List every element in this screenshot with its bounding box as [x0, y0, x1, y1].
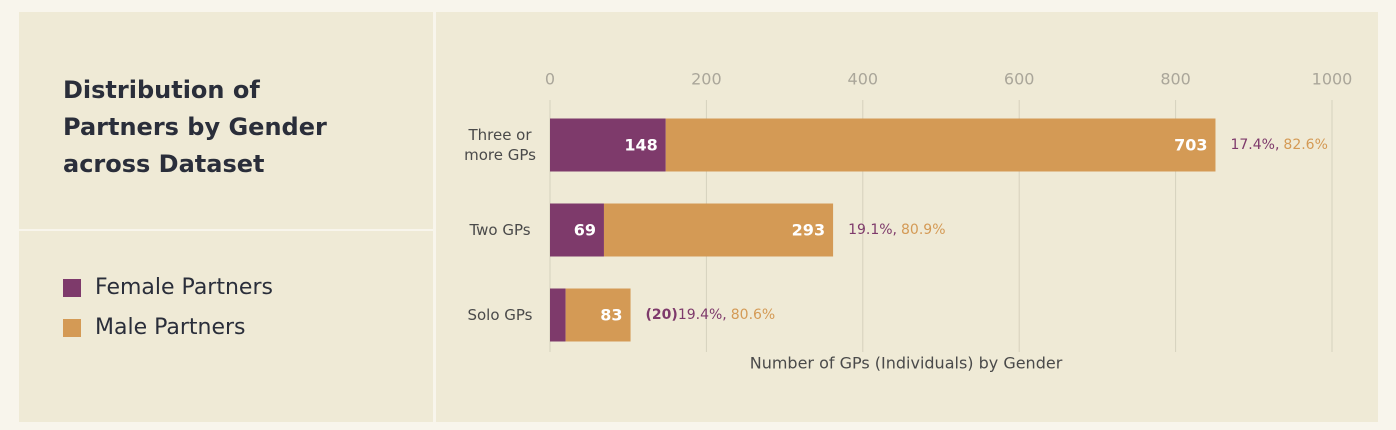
x-tick-label: 200 [691, 70, 722, 89]
x-tick-label: 600 [1004, 70, 1035, 89]
y-tick-label: Solo GPs [467, 306, 533, 324]
share-label: 19.4%, [678, 307, 727, 323]
share-label: 80.6% [731, 307, 775, 323]
bar-segment [565, 288, 631, 342]
annotation: (20)19.4%, 80.6% [646, 307, 776, 323]
bar-segment [665, 118, 1216, 172]
legend-swatch [63, 279, 81, 297]
value-label: 148 [624, 136, 657, 155]
share-label: 80.9% [901, 222, 945, 238]
legend-label: Male Partners [95, 315, 246, 340]
value-label: 69 [574, 221, 596, 240]
bar-segment [550, 118, 666, 172]
y-tick-label: Three or more GPs [464, 126, 536, 164]
value-label: 703 [1174, 136, 1207, 155]
legend-label: Female Partners [95, 275, 273, 300]
x-tick-label: 400 [848, 70, 879, 89]
bar-segment [603, 203, 834, 257]
chart-title: Distribution of Partners by Gender acros… [63, 76, 327, 178]
value-label: 83 [600, 306, 622, 325]
legend-swatch [63, 319, 81, 337]
share-label: 17.4%, [1230, 137, 1279, 153]
x-tick-label: 1000 [1312, 70, 1353, 89]
share-label: 82.6% [1283, 137, 1327, 153]
share-label: 19.1%, [848, 222, 897, 238]
value-label: 293 [792, 221, 825, 240]
value-label: (20) [646, 307, 678, 323]
divider [19, 422, 1378, 425]
divider [433, 12, 436, 430]
annotation: 17.4%, 82.6% [1230, 137, 1327, 153]
bar-segment [550, 203, 604, 257]
x-axis-label: Number of GPs (Individuals) by Gender [750, 354, 1063, 373]
y-tick-label: Two GPs [469, 221, 531, 239]
bar-segment [550, 288, 566, 342]
x-tick-label: 0 [545, 70, 555, 89]
annotation: 19.1%, 80.9% [848, 222, 945, 238]
divider [19, 229, 433, 231]
x-tick-label: 800 [1160, 70, 1191, 89]
